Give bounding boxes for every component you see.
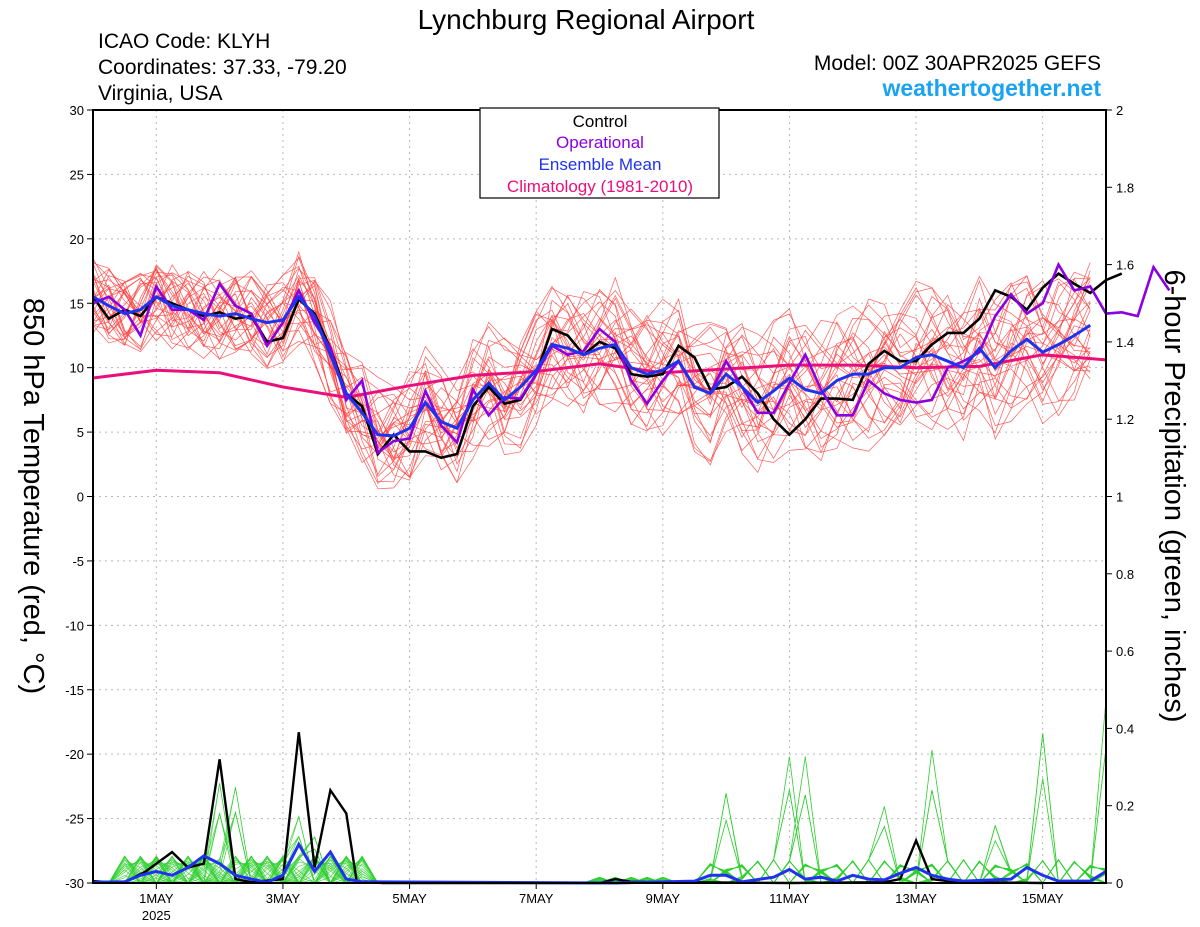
y-right-tick-label: 2 [1116,103,1123,118]
legend-box [479,107,720,199]
y-right-tick-label: 1.4 [1116,335,1134,350]
y-left-tick-label: 0 [77,490,84,505]
y-left-tick-label: 15 [70,296,84,311]
x-tick-label: 3MAY [266,891,301,906]
x-tick-label: 9MAY [646,891,681,906]
station-region: Virginia, USA [98,82,223,105]
y-left-axis-label: 850 hPa Temperature (red, °C) [17,298,49,694]
temperature-member-line [92,264,1091,478]
member-lines [92,250,1107,884]
precipitation-member-line [93,733,1107,884]
site-brand: weathertogether.net [881,75,1101,101]
ensemble-mean-precipitation-line [92,841,1107,885]
x-tick-label: 13MAY [895,891,937,906]
y-right-tick-label: 0 [1116,876,1123,891]
x-tick-label: 5MAY [392,891,427,906]
temperature-member-line [92,275,1091,452]
precipitation-member-line [93,733,1107,884]
y-left-tick-label: -25 [65,812,84,827]
precipitation-member-line [93,747,1107,884]
temperature-member-line [92,279,1091,461]
highlight-series [91,261,1171,885]
temperature-member-line [92,267,1091,456]
y-right-tick-label: 1.8 [1116,180,1134,195]
temperature-member-line [92,279,1091,434]
grid-lines [93,110,1106,883]
precipitation-member-line [93,747,1107,884]
temperature-member-line [92,270,1091,478]
y-right-tick-label: 1 [1116,490,1123,505]
y-right-tick-label: 0.2 [1116,799,1134,814]
y-right-tick-label: 1.2 [1116,412,1134,427]
temperature-member-line [92,281,1091,440]
control-precipitation-line [92,732,1043,885]
y-left-tick-label: -10 [65,618,84,633]
y-left-tick-label: 30 [70,103,84,118]
station-coordinates: Coordinates: 37.33, -79.20 [98,56,347,79]
operational-temperature-line [92,261,1171,455]
y-right-axis-label: 6-hour Precipitation (green, inches) [1158,270,1190,723]
y-left-tick-label: 5 [77,425,84,440]
y-left-tick-label: -15 [65,683,84,698]
axis-ticks: -30-25-20-15-10-505101520253000.20.40.60… [65,103,1134,923]
temperature-member-line [92,262,1091,476]
y-right-tick-label: 1.6 [1116,258,1134,273]
x-tick-sublabel: 2025 [142,908,171,923]
ensemble-mean-temperature-line [92,294,1092,438]
y-left-tick-label: 10 [70,361,84,376]
temperature-member-line [92,265,1091,446]
y-left-tick-label: -30 [65,876,84,891]
precipitation-member-line [93,733,1107,884]
temperature-member-line [92,279,1091,436]
x-tick-label: 11MAY [769,891,810,906]
y-right-tick-label: 0.4 [1116,721,1134,736]
temperature-member-line [92,257,1091,460]
y-left-tick-label: -5 [72,554,84,569]
station-icao: ICAO Code: KLYH [98,30,270,53]
legend-ensemble-mean: Ensemble Mean [539,155,662,174]
model-run: Model: 00Z 30APR2025 GEFS [814,52,1101,75]
y-right-tick-label: 0.8 [1116,567,1134,582]
legend-control: Control [573,112,628,131]
x-tick-label: 7MAY [519,891,554,906]
legend: Control Operational Ensemble Mean Climat… [479,107,720,199]
x-tick-label: 15MAY [1022,891,1064,906]
y-left-tick-label: -20 [65,747,84,762]
temperature-member-line [92,273,1091,478]
precipitation-member-line [93,747,1107,884]
y-left-tick-label: 25 [70,167,84,182]
temperature-member-line [92,269,1091,464]
chart-title: Lynchburg Regional Airport [418,4,755,35]
legend-operational: Operational [556,133,644,152]
x-tick-label: 1MAY [139,891,174,906]
y-left-tick-label: 20 [70,232,84,247]
climatology-line [92,353,1107,399]
y-right-tick-label: 0.6 [1116,644,1134,659]
legend-climatology: Climatology (1981-2010) [507,177,693,196]
